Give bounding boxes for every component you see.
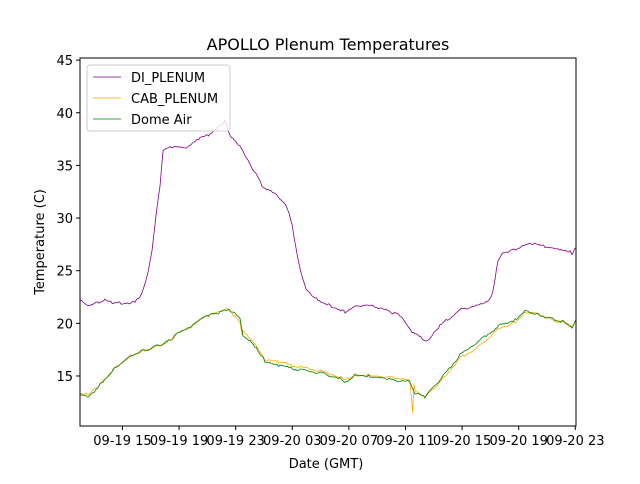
y-tick-label: 15 (56, 370, 73, 385)
chart-title: APOLLO Plenum Temperatures (207, 35, 450, 54)
x-axis-label: Date (GMT) (289, 457, 364, 472)
x-tick-label: 09-20 23 (546, 434, 604, 449)
y-axis: 15 20 25 30 35 40 45 (56, 54, 80, 385)
series-line-dome-air (79, 309, 577, 399)
y-tick-label: 35 (56, 159, 73, 174)
legend-label: DI_PLENUM (131, 71, 205, 86)
legend: DI_PLENUM CAB_PLENUM Dome Air (86, 64, 231, 132)
y-axis-label: Temperature (C) (33, 189, 48, 296)
x-tick-label: 09-19 23 (206, 434, 264, 449)
legend-label: CAB_PLENUM (131, 92, 218, 107)
y-tick-label: 40 (56, 107, 73, 122)
y-tick-label: 30 (56, 212, 73, 227)
x-tick-label: 09-20 07 (320, 434, 378, 449)
series-line-di-plenum (79, 118, 577, 342)
x-tick-label: 09-20 15 (433, 434, 491, 449)
legend-box (86, 64, 231, 132)
legend-label: Dome Air (131, 113, 192, 128)
x-tick-label: 09-20 11 (376, 434, 434, 449)
x-tick-label: 09-20 03 (263, 434, 321, 449)
x-tick-label: 09-19 19 (150, 434, 208, 449)
x-tick-label: 09-19 15 (93, 434, 151, 449)
y-tick-label: 20 (56, 317, 73, 332)
y-tick-label: 45 (56, 54, 73, 69)
plot-area (79, 118, 577, 413)
x-tick-label: 09-20 19 (489, 434, 547, 449)
y-tick-label: 25 (56, 265, 73, 280)
axes-frame (79, 57, 577, 427)
